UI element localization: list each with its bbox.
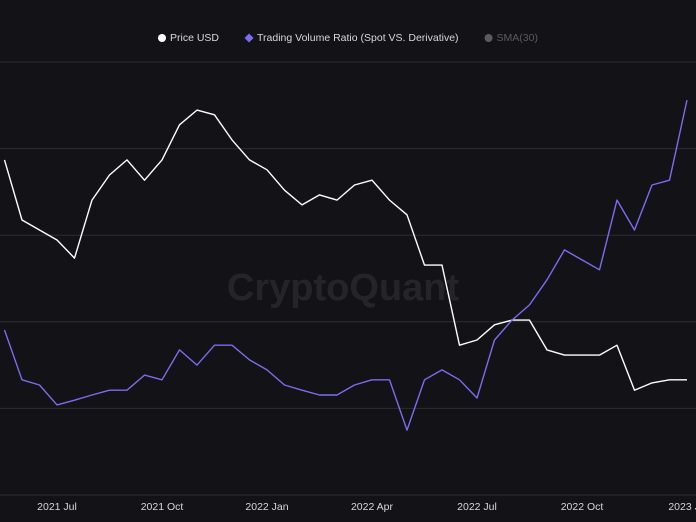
legend-label: Price USD xyxy=(170,32,219,44)
x-tick-label: 2021 Oct xyxy=(141,501,184,513)
x-tick-label: 2022 Jan xyxy=(245,501,288,513)
x-tick-label: 2022 Oct xyxy=(561,501,604,513)
legend-marker xyxy=(244,33,254,43)
legend-marker xyxy=(158,34,167,42)
x-tick-label: 2022 Jul xyxy=(457,501,497,513)
x-tick-label: 2022 Apr xyxy=(351,501,394,513)
legend: Price USD Trading Volume Ratio (Spot VS. … xyxy=(158,32,538,44)
legend-label: SMA(30) xyxy=(497,32,538,44)
line-series xyxy=(3,99,688,431)
x-tick-label: 2023 Ja xyxy=(668,501,696,513)
watermark: CryptoQuant xyxy=(227,267,460,309)
legend-item[interactable]: SMA(30) xyxy=(484,32,538,44)
line-series xyxy=(3,109,687,391)
legend-item[interactable]: Trading Volume Ratio (Spot VS. Derivativ… xyxy=(244,32,459,44)
legend-marker xyxy=(484,34,493,42)
x-tick-label: 2021 Jul xyxy=(37,501,77,513)
legend-item[interactable]: Price USD xyxy=(158,32,219,44)
legend-label: Trading Volume Ratio (Spot VS. Derivativ… xyxy=(257,32,459,44)
